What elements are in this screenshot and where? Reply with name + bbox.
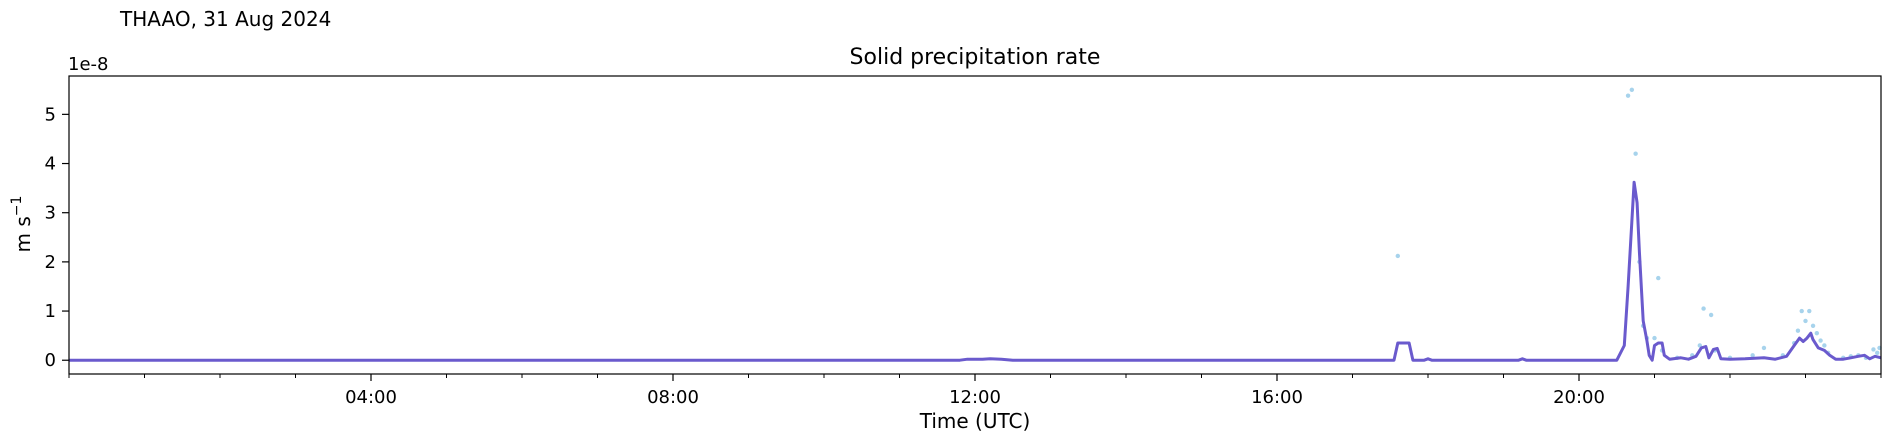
scatter-point-7 (1652, 335, 1657, 341)
chart-title: Solid precipitation rate (850, 45, 1101, 70)
x-tick-label-1: 08:00 (647, 387, 699, 408)
figure-suptitle: THAAO, 31 Aug 2024 (120, 7, 332, 31)
y-tick-label-0: 0 (45, 350, 56, 371)
scatter-point-27 (1818, 338, 1823, 343)
y-axis-label-unit: m s (11, 216, 35, 252)
y-offset-text: 1e-8 (68, 54, 108, 75)
scatter-point-14 (1708, 312, 1714, 318)
scatter-point-3 (1633, 151, 1638, 156)
y-tick-label-3: 3 (45, 203, 56, 224)
scatter-point-24 (1807, 308, 1812, 314)
scatter-point-35 (1875, 350, 1880, 356)
scatter-point-2 (1629, 87, 1635, 92)
y-axis: 0 1 2 3 4 5 (45, 104, 69, 371)
y-tick-label-1: 1 (45, 301, 56, 322)
x-tick-label-2: 12:00 (949, 387, 1001, 408)
plot-area (69, 87, 1882, 362)
scatter-point-21 (1795, 328, 1801, 333)
y-axis-label-exponent: −1 (9, 196, 25, 217)
scatter-point-17 (1750, 353, 1755, 358)
plot-frame (68, 75, 1882, 375)
scatter-point-0 (1395, 253, 1401, 259)
scatter-point-34 (1871, 347, 1876, 352)
rate-line-0 (69, 180, 1882, 362)
x-tick-label-3: 16:00 (1251, 387, 1303, 408)
scatter-point-23 (1803, 318, 1808, 324)
y-axis-label: m s−1 (9, 196, 35, 253)
x-tick-label-4: 20:00 (1553, 387, 1605, 408)
x-axis: 04:00 08:00 12:00 16:00 20:00 (68, 374, 1882, 408)
scatter-point-22 (1799, 308, 1804, 314)
scatter-point-18 (1761, 345, 1767, 351)
scatter-point-1 (1625, 93, 1631, 98)
scatter-point-13 (1701, 306, 1706, 311)
scatter-point-25 (1810, 323, 1816, 329)
x-axis-label: Time (UTC) (919, 409, 1031, 433)
scatter-point-8 (1656, 275, 1661, 281)
y-tick-label-5: 5 (45, 104, 56, 125)
y-tick-label-4: 4 (45, 154, 56, 175)
scatter-point-28 (1822, 343, 1827, 348)
x-tick-label-0: 04:00 (345, 387, 397, 408)
y-tick-label-2: 2 (45, 252, 56, 273)
scatter-point-26 (1814, 330, 1820, 336)
